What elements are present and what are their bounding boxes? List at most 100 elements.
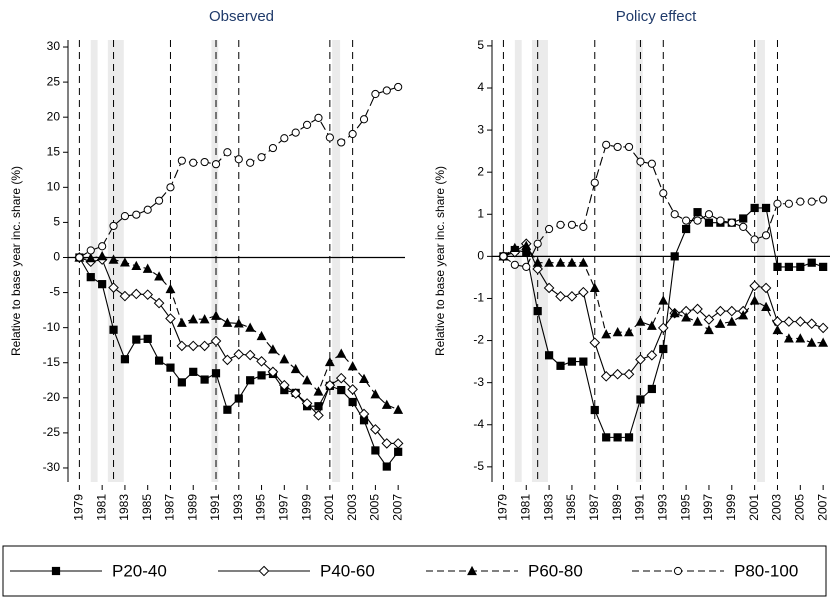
marker [200, 157, 209, 167]
x-tick-label: 1981 [94, 494, 108, 521]
marker [210, 335, 222, 347]
marker [749, 295, 760, 305]
y-tick-label: -3 [473, 375, 484, 389]
y-tick-label: 30 [47, 39, 61, 53]
marker [370, 424, 381, 435]
marker [324, 379, 336, 391]
y-tick-label: 5 [477, 38, 484, 52]
marker [234, 155, 243, 164]
x-tick-label: 1999 [724, 494, 738, 521]
marker [739, 222, 748, 232]
x-tick-label: 1981 [518, 494, 532, 521]
marker [246, 158, 255, 167]
marker [166, 363, 175, 372]
marker [819, 195, 828, 204]
marker [659, 189, 668, 198]
marker [233, 318, 244, 328]
legend-label: P20-40 [112, 561, 167, 580]
marker [246, 376, 255, 385]
x-tick-label: 1991 [208, 494, 222, 521]
marker [532, 257, 543, 267]
marker [806, 318, 818, 330]
marker [337, 385, 346, 395]
marker [258, 565, 270, 577]
y-tick-label: -2 [473, 333, 484, 347]
marker [806, 337, 817, 347]
x-tick-label: 2007 [815, 494, 829, 521]
marker [324, 356, 335, 367]
shaded-band [211, 40, 219, 482]
y-tick-label: 0 [53, 250, 60, 264]
x-tick-label: 2001 [322, 494, 336, 521]
marker [533, 239, 542, 248]
marker [143, 205, 152, 214]
marker [602, 433, 611, 442]
plot-area [492, 40, 830, 482]
marker [336, 348, 347, 358]
marker [313, 410, 324, 421]
marker [544, 224, 554, 234]
marker [381, 438, 393, 449]
x-tick-label: 1983 [117, 494, 131, 521]
marker [290, 363, 301, 374]
marker [358, 408, 370, 420]
marker [120, 211, 130, 221]
legend-marker [258, 565, 270, 577]
marker [119, 257, 130, 267]
legend-marker [673, 566, 683, 576]
marker [555, 291, 566, 302]
marker [819, 262, 828, 271]
marker [98, 242, 107, 251]
y-tick-label: -4 [473, 417, 484, 431]
marker [291, 128, 300, 137]
marker [566, 291, 578, 302]
marker [635, 316, 646, 326]
marker [556, 220, 565, 229]
marker [543, 282, 555, 294]
marker [716, 216, 725, 225]
marker [692, 316, 703, 326]
x-tick-label: 1999 [299, 494, 313, 521]
marker [234, 394, 243, 403]
marker [533, 306, 542, 316]
marker [646, 320, 657, 330]
marker [223, 405, 232, 414]
marker [189, 367, 198, 376]
marker [211, 310, 221, 320]
marker [199, 340, 210, 352]
marker [578, 286, 589, 298]
y-tick-label: 3 [477, 122, 484, 136]
marker [211, 369, 221, 378]
marker [244, 349, 256, 361]
marker [578, 257, 589, 267]
marker [636, 395, 645, 404]
marker [131, 288, 142, 300]
x-tick-label: 1989 [185, 494, 199, 521]
marker [750, 235, 759, 244]
legend-marker [51, 566, 61, 576]
shaded-band [635, 40, 643, 482]
marker [131, 260, 142, 271]
y-tick-label: 25 [47, 74, 61, 88]
marker [166, 183, 175, 192]
marker [590, 405, 599, 415]
marker [381, 399, 392, 409]
marker [795, 333, 806, 343]
marker [796, 197, 805, 206]
marker [579, 222, 588, 232]
y-tick-label: 1 [477, 206, 484, 220]
marker [119, 290, 131, 302]
marker [86, 246, 95, 255]
shaded-band [531, 40, 548, 482]
marker [499, 252, 508, 261]
marker [772, 324, 783, 335]
marker [738, 310, 749, 320]
marker [257, 153, 266, 162]
x-tick-label: 2005 [368, 494, 382, 521]
marker [817, 322, 829, 334]
marker [394, 447, 403, 456]
marker [703, 314, 715, 325]
marker [807, 258, 816, 267]
marker [392, 438, 404, 449]
marker [98, 280, 107, 289]
